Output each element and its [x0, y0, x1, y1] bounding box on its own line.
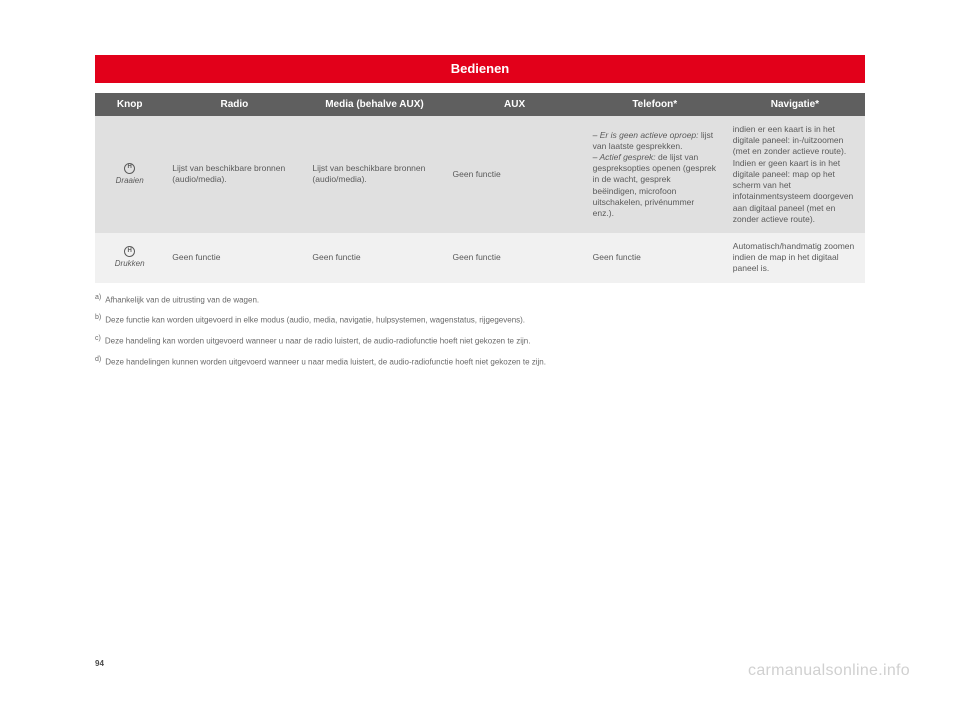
header-aux: AUX [445, 93, 585, 116]
header-knop: Knop [95, 93, 164, 116]
header-media: Media (behalve AUX) [304, 93, 444, 116]
cell-aux: Geen functie [445, 233, 585, 283]
footnote-a: a)Afhankelijk van de uitrusting van de w… [95, 291, 865, 312]
cell-navigatie: Automatisch/handmatig zoomen indien de m… [725, 233, 865, 283]
cell-radio: Geen functie [164, 233, 304, 283]
page-number: 94 [95, 659, 104, 668]
cell-navigatie: indien er een kaart is in het digitale p… [725, 116, 865, 233]
section-banner: Bedienen [95, 55, 865, 83]
cell-knop: Drukken [95, 233, 164, 283]
cell-aux: Geen functie [445, 116, 585, 233]
header-radio: Radio [164, 93, 304, 116]
footnote-text: Deze handeling kan worden uitgevoerd wan… [105, 337, 531, 346]
cell-media: Geen functie [304, 233, 444, 283]
cell-radio: Lijst van beschikbare bronnen (audio/med… [164, 116, 304, 233]
footnotes-block: a)Afhankelijk van de uitrusting van de w… [95, 291, 865, 374]
footnote-marker: c) [95, 335, 105, 342]
cell-telefoon: – Er is geen actieve oproep: lijst van l… [585, 116, 725, 233]
footnote-d: d)Deze handelingen kunnen worden uitgevo… [95, 353, 865, 374]
cell-telefoon: Geen functie [585, 233, 725, 283]
footnote-b: b)Deze functie kan worden uitgevoerd in … [95, 311, 865, 332]
knop-action-label: Drukken [115, 259, 145, 268]
header-telefoon: Telefoon* [585, 93, 725, 116]
footnote-marker: a) [95, 294, 105, 301]
section-title: Bedienen [451, 61, 510, 76]
footnote-marker: b) [95, 314, 105, 321]
footnote-c: c)Deze handeling kan worden uitgevoerd w… [95, 332, 865, 353]
cell-knop: Draaien [95, 116, 164, 233]
table-row: Draaien Lijst van beschikbare bronnen (a… [95, 116, 865, 233]
knob-icon [124, 163, 135, 174]
knop-action-label: Draaien [116, 176, 144, 185]
footnote-marker: d) [95, 356, 105, 363]
header-navigatie: Navigatie* [725, 93, 865, 116]
telefoon-ital-2: – Actief gesprek: [593, 152, 656, 162]
footnote-text: Deze functie kan worden uitgevoerd in el… [105, 316, 525, 325]
cell-media: Lijst van beschikbare bronnen (audio/med… [304, 116, 444, 233]
controls-table: Knop Radio Media (behalve AUX) AUX Telef… [95, 93, 865, 283]
knob-icon [124, 246, 135, 257]
footnote-text: Afhankelijk van de uitrusting van de wag… [105, 295, 259, 304]
telefoon-ital-1: – Er is geen actieve oproep: [593, 130, 699, 140]
table-row: Drukken Geen functie Geen functie Geen f… [95, 233, 865, 283]
footnote-text: Deze handelingen kunnen worden uitgevoer… [105, 357, 546, 366]
watermark: carmanualsonline.info [748, 662, 910, 680]
table-header-row: Knop Radio Media (behalve AUX) AUX Telef… [95, 93, 865, 116]
